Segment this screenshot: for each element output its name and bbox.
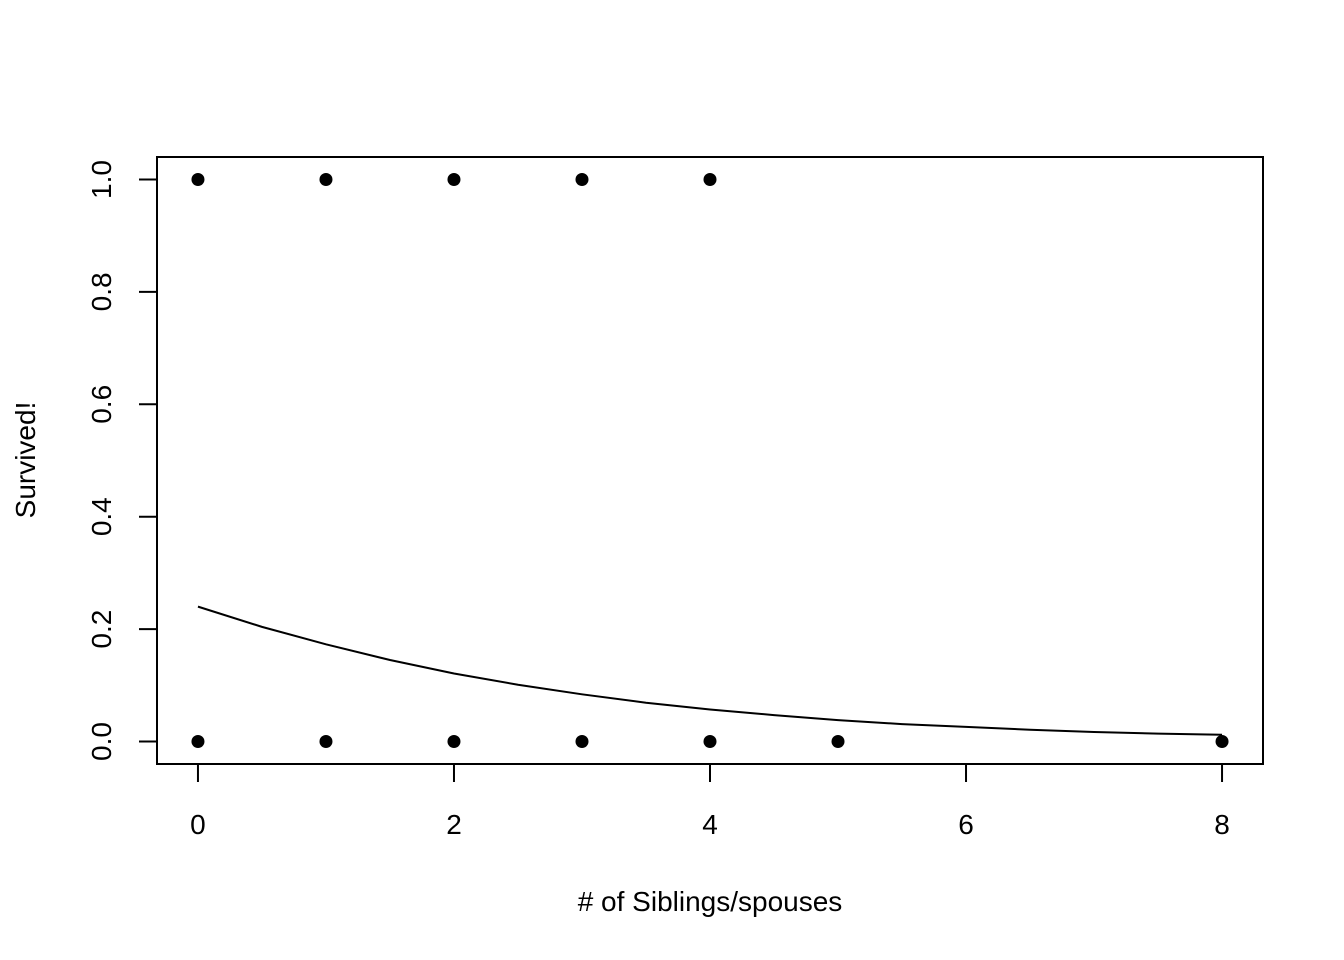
- y-tick-label: 0.6: [86, 385, 117, 424]
- x-axis-title: # of Siblings/spouses: [578, 886, 843, 917]
- data-point: [575, 735, 589, 749]
- data-point: [319, 172, 333, 186]
- data-point: [831, 735, 845, 749]
- data-point: [319, 735, 333, 749]
- data-point: [191, 735, 205, 749]
- data-point: [191, 172, 205, 186]
- y-tick-label: 1.0: [86, 160, 117, 199]
- plot-frame: [156, 156, 1264, 765]
- y-tick-label: 0.4: [86, 497, 117, 536]
- y-axis: 0.0 0.2 0.4 0.6 0.8 1.0: [86, 160, 158, 761]
- x-tick-label: 6: [958, 809, 974, 840]
- data-point: [447, 735, 461, 749]
- data-point: [703, 172, 717, 186]
- y-tick-label: 0.0: [86, 722, 117, 761]
- x-tick-label: 8: [1214, 809, 1230, 840]
- x-tick-label: 2: [446, 809, 462, 840]
- data-points: [191, 172, 1229, 749]
- data-point: [1215, 735, 1229, 749]
- data-point: [447, 172, 461, 186]
- x-axis: 0 2 4 6 8: [190, 763, 1230, 840]
- y-axis-title: Survived!: [10, 402, 41, 519]
- x-tick-label: 0: [190, 809, 206, 840]
- data-point: [703, 735, 717, 749]
- data-point: [575, 172, 589, 186]
- fit-curve: [197, 605, 1223, 736]
- y-tick-label: 0.8: [86, 272, 117, 311]
- x-tick-label: 4: [702, 809, 718, 840]
- y-tick-label: 0.2: [86, 610, 117, 649]
